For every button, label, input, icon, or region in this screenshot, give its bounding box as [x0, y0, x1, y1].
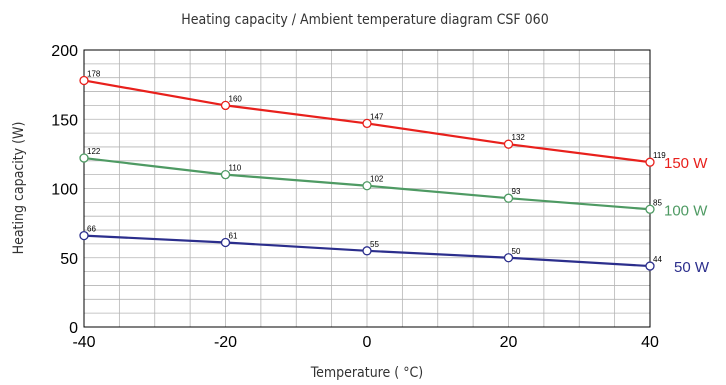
y-tick-label: 0	[69, 320, 78, 337]
x-tick-label: 0	[363, 334, 372, 351]
data-point	[645, 157, 655, 167]
data-label: 50	[512, 247, 521, 256]
plot-frame	[83, 49, 651, 328]
y-tick-label: 100	[51, 182, 78, 199]
data-label: 147	[370, 112, 384, 121]
y-tick-label: 50	[60, 251, 78, 268]
y-axis-title: Heating capacity (W)	[11, 122, 27, 255]
data-point	[503, 253, 514, 263]
x-axis-title: Temperature ( °C)	[310, 365, 423, 381]
data-point	[362, 246, 372, 256]
data-point	[362, 181, 372, 191]
chart-title: Heating capacity / Ambient temperature d…	[181, 12, 548, 28]
data-point	[220, 237, 231, 248]
x-tick-label: -20	[214, 334, 237, 351]
data-label: 178	[87, 69, 101, 78]
data-label: 55	[370, 240, 379, 249]
data-label: 122	[87, 147, 101, 156]
data-label: 93	[512, 187, 521, 196]
data-label: 66	[87, 225, 96, 234]
series-100w: 122 110 102 93 85 100 W	[79, 147, 708, 219]
data-label: 119	[653, 151, 666, 160]
x-tick-label: 40	[641, 334, 659, 351]
data-point	[362, 118, 372, 129]
series-label: 150 W	[664, 155, 708, 172]
y-axis-ticks: 0 50 100 150 200	[51, 43, 78, 337]
data-point	[220, 169, 231, 180]
data-label: 85	[653, 198, 662, 207]
data-label: 102	[370, 175, 384, 184]
data-point	[503, 193, 514, 203]
data-point	[79, 230, 89, 241]
data-point	[645, 204, 655, 214]
data-label: 110	[229, 164, 242, 173]
data-point	[79, 153, 89, 163]
data-label: 160	[229, 94, 243, 103]
data-label: 132	[512, 133, 526, 142]
data-point	[79, 75, 89, 86]
x-tick-label: -40	[72, 334, 95, 351]
data-label: 61	[229, 232, 238, 241]
x-tick-label: 20	[500, 334, 518, 351]
series-label: 100 W	[664, 202, 708, 219]
data-point	[503, 139, 514, 149]
series-label: 50 W	[674, 259, 710, 276]
y-tick-label: 200	[51, 43, 78, 60]
series-50w: 66 61 55 50 44 50 W	[79, 225, 710, 276]
x-axis-ticks: -40 -20 0 20 40	[72, 334, 659, 351]
data-label: 44	[653, 255, 662, 264]
data-point	[220, 100, 231, 111]
data-point	[645, 261, 655, 271]
y-tick-label: 150	[51, 112, 78, 129]
